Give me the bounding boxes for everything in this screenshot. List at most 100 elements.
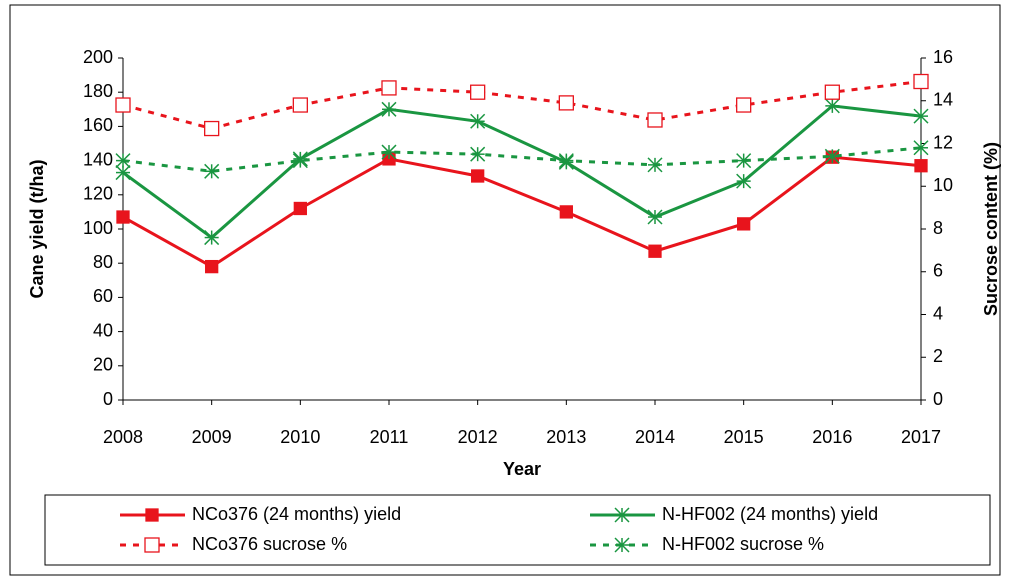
data-point [647, 209, 663, 225]
y2-tick-label: 8 [933, 218, 943, 238]
data-point [116, 210, 130, 224]
series-line [122, 146, 922, 173]
x-tick-label: 2016 [812, 427, 852, 447]
legend-label: NCo376 sucrose % [192, 534, 347, 554]
data-point [470, 146, 486, 162]
y2-tick-label: 2 [933, 346, 943, 366]
data-point [115, 153, 131, 169]
marker-stroke [913, 140, 929, 156]
series-line [122, 104, 922, 240]
data-point [470, 113, 486, 129]
data-point [737, 217, 751, 231]
marker-stroke [736, 153, 752, 169]
data-point [470, 84, 486, 100]
data-point [824, 98, 840, 114]
x-tick-label: 2008 [103, 427, 143, 447]
x-tick-label: 2015 [724, 427, 764, 447]
data-point [292, 153, 308, 169]
marker-stroke [558, 153, 574, 169]
marker-stroke [824, 98, 840, 114]
data-point [736, 97, 752, 113]
data-point [914, 159, 928, 173]
marker-stroke [647, 157, 663, 173]
data-point [736, 173, 752, 189]
y-axis-title: Cane yield (t/ha) [27, 159, 47, 298]
legend-label: N-HF002 (24 months) yield [662, 504, 878, 524]
marker-stroke [470, 113, 486, 129]
x-tick-label: 2017 [901, 427, 941, 447]
data-point [381, 101, 397, 117]
y2-tick-label: 14 [933, 90, 953, 110]
legend-marker [145, 508, 159, 522]
data-point [913, 73, 929, 90]
marker-stroke [913, 108, 929, 124]
chart-frame [9, 4, 1001, 576]
marker-stroke [115, 153, 131, 169]
data-point [559, 205, 573, 219]
marker-stroke [614, 507, 630, 523]
data-point [913, 108, 929, 124]
data-point [115, 165, 131, 181]
legend-marker [144, 537, 160, 553]
data-point [381, 144, 397, 160]
legend-box [44, 494, 991, 566]
x-axis-title: Year [503, 459, 541, 479]
marker-stroke [204, 163, 220, 179]
marker-stroke [292, 153, 308, 169]
y-tick-label: 140 [83, 149, 113, 169]
marker-stroke [647, 209, 663, 225]
y2-axis-title: Sucrose content (%) [981, 142, 1001, 316]
y-tick-label: 0 [103, 389, 113, 409]
x-tick-label: 2014 [635, 427, 675, 447]
y-tick-label: 60 [93, 286, 113, 306]
y2-tick-label: 16 [933, 47, 953, 67]
x-tick-label: 2012 [458, 427, 498, 447]
data-point [736, 153, 752, 169]
marker-stroke [614, 537, 630, 553]
x-tick-label: 2010 [280, 427, 320, 447]
legend-marker [614, 537, 630, 553]
marker-stroke [115, 165, 131, 181]
x-tick-label: 2009 [192, 427, 232, 447]
data-point [471, 169, 485, 183]
data-point [824, 148, 840, 164]
data-point [204, 120, 220, 137]
y-tick-label: 120 [83, 184, 113, 204]
data-point [292, 97, 308, 113]
legend-marker [614, 507, 630, 523]
y-tick-label: 200 [83, 47, 113, 67]
data-point [648, 244, 662, 258]
data-point [558, 153, 574, 169]
series-line [122, 155, 922, 269]
data-point [204, 163, 220, 179]
data-point [115, 97, 131, 113]
y-tick-label: 100 [83, 218, 113, 238]
data-point [381, 80, 397, 96]
data-point [204, 230, 220, 246]
legend-label: NCo376 (24 months) yield [192, 504, 401, 524]
data-point [205, 259, 219, 274]
data-point [824, 84, 840, 100]
marker-stroke [736, 173, 752, 189]
y2-tick-label: 10 [933, 175, 953, 195]
y-tick-label: 160 [83, 115, 113, 135]
marker-stroke [204, 230, 220, 246]
series-line [122, 80, 922, 131]
data-point [647, 112, 663, 128]
y-tick-label: 20 [93, 355, 113, 375]
y-tick-label: 180 [83, 81, 113, 101]
marker-stroke [381, 144, 397, 160]
y2-tick-label: 4 [933, 303, 943, 323]
y-tick-label: 40 [93, 320, 113, 340]
data-point [913, 140, 929, 156]
data-point [558, 95, 574, 111]
data-point [647, 157, 663, 173]
data-point [293, 201, 307, 216]
y2-tick-label: 12 [933, 132, 953, 152]
y2-tick-label: 6 [933, 261, 943, 281]
x-tick-label: 2011 [370, 427, 409, 447]
y-tick-label: 80 [93, 252, 113, 272]
marker-stroke [470, 146, 486, 162]
marker-stroke [824, 148, 840, 164]
legend-label: N-HF002 sucrose % [662, 534, 824, 554]
